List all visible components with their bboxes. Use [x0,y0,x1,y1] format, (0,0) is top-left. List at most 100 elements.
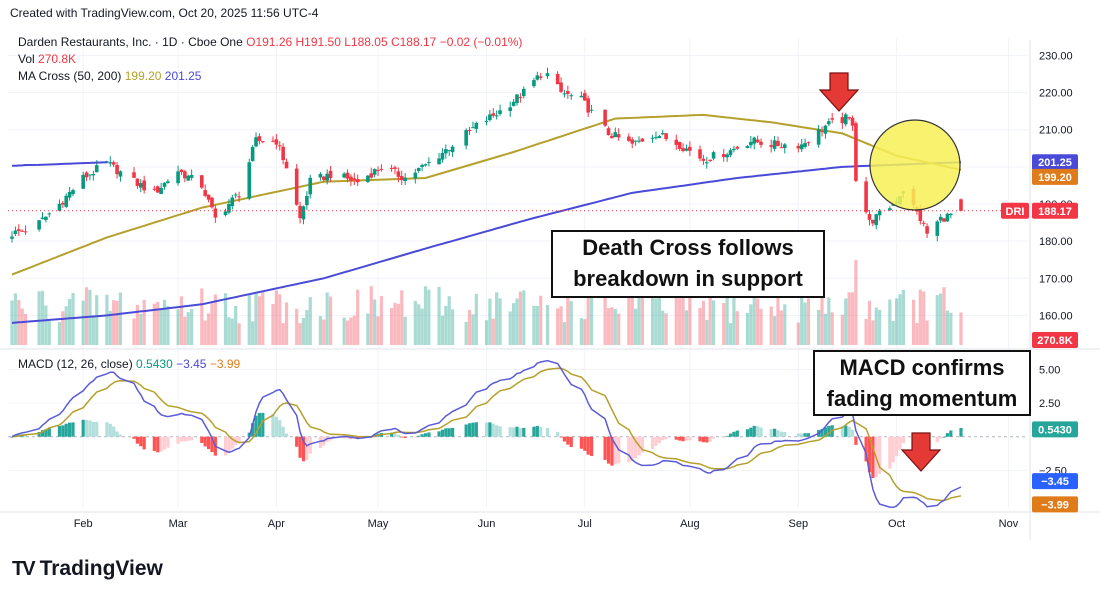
macd-histogram-bar [342,436,346,439]
sma-50-line [11,113,962,276]
macd-histogram-bar [850,429,855,437]
macd-histogram-bar [498,426,502,437]
volume-bar [732,293,736,345]
macd-histogram-bar [650,436,655,450]
time-tick-label: Mar [169,518,188,530]
macd-histogram-bar [318,436,323,449]
candle-body [627,136,631,141]
volume-bar [878,309,882,345]
candle-body [847,117,851,119]
macd-histogram-bar [725,435,729,437]
volume-bar [135,304,140,345]
candle-body [294,168,299,205]
macd-histogram-bar [396,434,400,437]
macd-histogram-bar [467,423,472,437]
macd-histogram-bar [606,436,611,464]
volume-bar [705,319,709,345]
volume-legend[interactable]: Vol 270.8K [18,52,76,66]
macd-histogram-bar [44,429,48,437]
volume-bar [854,260,858,345]
symbol-title[interactable]: Darden Restaurants, Inc. · 1D · Cboe One [18,35,243,49]
macd-histogram-bar [166,436,170,448]
volume-bar [495,292,499,345]
macd-histogram-bar [894,436,899,457]
macd-annotation-line1: MACD confirms [839,355,1005,380]
macd-hist-value: 0.5430 [136,357,173,371]
volume-bar [156,302,160,345]
volume-bar [708,287,712,345]
macd-histogram-bar [95,421,99,437]
volume-bar [850,292,855,345]
volume-bar [162,299,167,345]
candle-body [393,167,397,169]
macd-histogram-bar [728,433,733,437]
volume-badge: 270.8K [1037,335,1073,347]
volume-bar [95,295,99,345]
volume-bar [627,297,631,345]
ohlc-low: L188.05 [344,35,388,49]
macd-histogram-bar [878,436,882,474]
volume-bar [949,312,953,345]
candle-body [755,139,760,143]
macd-histogram-bar [888,436,892,469]
volume-bar [756,298,760,345]
candle-body [749,141,753,146]
macd-histogram-bar [769,428,773,437]
volume-bar [783,304,787,345]
volume-bar [200,288,204,345]
volume-bar [613,308,617,345]
macd-histogram-bar [722,436,726,438]
volume-bar [223,293,228,345]
ohlc-change: −0.02 (−0.01%) [439,35,523,49]
candle-body [233,194,238,196]
death-cross-annotation: Death Cross follows breakdown in support [551,230,825,298]
candle-body [23,231,28,233]
macd-histogram-bar [827,425,831,437]
macd-histogram-bar [257,412,262,437]
candle-body [566,91,570,94]
macd-histogram-bar [840,426,844,437]
macd-histogram-bar [613,436,617,465]
macd-histogram-bar [206,436,211,450]
candle-body [176,171,180,184]
ohlc-open: O191.26 [246,35,293,49]
macd-histogram-bar [400,436,404,438]
volume-bar [688,285,692,345]
macd-histogram-bar [535,425,539,437]
volume-bar [888,299,892,345]
tradingview-brand[interactable]: TV TradingView [12,557,163,581]
macd-histogram-bar [81,419,85,437]
volume-bar [356,289,360,345]
macd-histogram-bar [772,428,777,437]
macd-histogram-bar [949,430,953,437]
macd-histogram-bar [800,433,804,437]
macd-legend[interactable]: MACD (12, 26, close) 0.5430 −3.45 −3.99 [18,357,240,371]
macd-histogram-bar [745,429,750,437]
time-tick-label: Feb [74,518,93,530]
volume-bar [634,308,638,345]
volume-bar [447,296,451,345]
volume-bar [569,301,573,345]
volume-label: Vol [18,52,35,66]
volume-bar [139,313,143,345]
time-tick-label: Aug [680,518,700,530]
candle-body [308,177,313,195]
death-cross-highlight-circle [869,119,961,211]
candle-body [498,110,502,115]
candle-body [640,138,645,142]
candle-body [437,158,441,165]
volume-bar [711,300,716,345]
volume-bar [37,291,41,345]
candle-body [681,148,685,151]
macd-histogram-bar [210,436,214,453]
ma-cross-legend[interactable]: MA Cross (50, 200) 199.20 201.25 [18,69,201,83]
macd-histogram-bar [508,427,512,437]
candle-body [657,136,662,139]
macd-histogram-bar [237,436,241,443]
volume-bar [152,303,156,345]
macd-histogram-bar [437,431,441,437]
candle-body [305,196,309,206]
macd-histogram-bar [159,436,163,452]
